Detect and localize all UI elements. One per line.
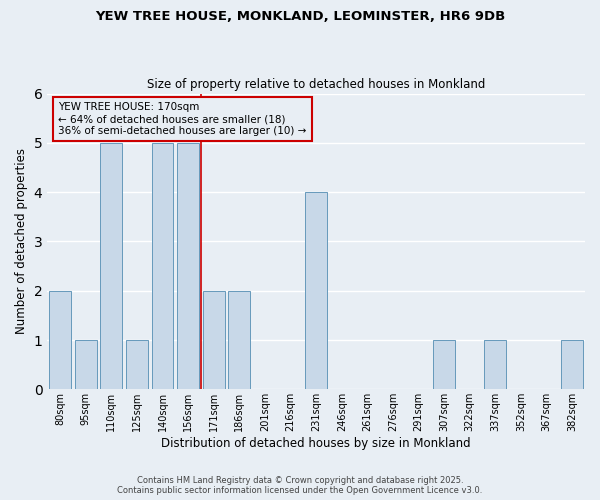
Bar [484,340,506,390]
Y-axis label: Number of detached properties: Number of detached properties [15,148,28,334]
Bar [203,290,224,390]
Title: Size of property relative to detached houses in Monkland: Size of property relative to detached ho… [147,78,485,91]
Bar [433,340,455,390]
Text: YEW TREE HOUSE: 170sqm
← 64% of detached houses are smaller (18)
36% of semi-det: YEW TREE HOUSE: 170sqm ← 64% of detached… [58,102,307,136]
Bar [75,340,97,390]
Bar [229,290,250,390]
Bar [49,290,71,390]
Bar [100,143,122,390]
Bar [305,192,327,390]
Bar [177,143,199,390]
Text: YEW TREE HOUSE, MONKLAND, LEOMINSTER, HR6 9DB: YEW TREE HOUSE, MONKLAND, LEOMINSTER, HR… [95,10,505,23]
X-axis label: Distribution of detached houses by size in Monkland: Distribution of detached houses by size … [161,437,471,450]
Bar [152,143,173,390]
Bar [126,340,148,390]
Bar [562,340,583,390]
Text: Contains HM Land Registry data © Crown copyright and database right 2025.
Contai: Contains HM Land Registry data © Crown c… [118,476,482,495]
